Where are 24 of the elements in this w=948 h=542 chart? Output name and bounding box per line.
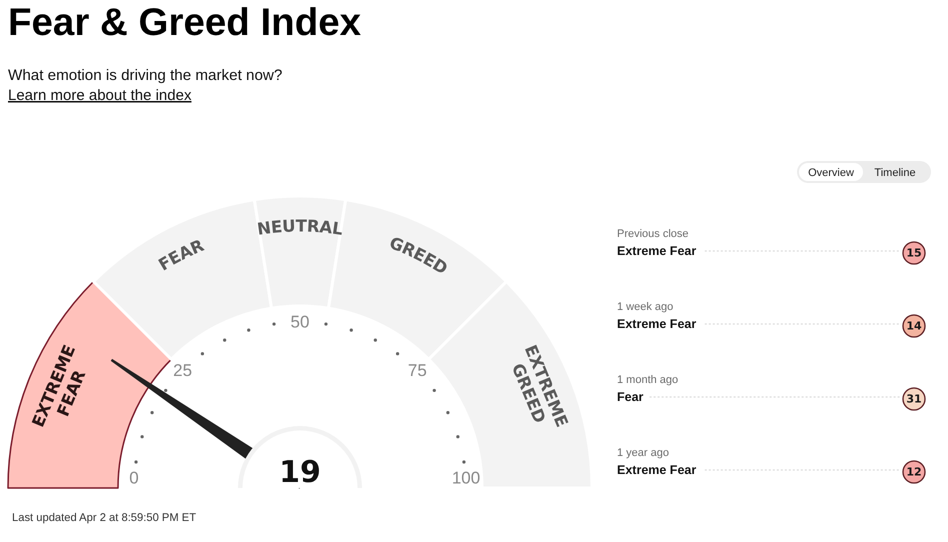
slice-label: NEUTRAL xyxy=(256,216,345,239)
text: 75 xyxy=(408,361,427,380)
text: Fear xyxy=(617,390,644,404)
text: 100 xyxy=(452,468,480,488)
chart-subtitle: What emotion is driving the market now? xyxy=(8,67,282,84)
data-label: 12 xyxy=(906,466,922,478)
text: Extreme Fear xyxy=(617,463,696,477)
text: Learn more about the index xyxy=(8,87,192,104)
category-label: 1 week ago xyxy=(617,301,674,313)
text: Last updated Apr 2 at 8:59:50 PM ET xyxy=(12,512,196,524)
view-toggle: Overview Timeline xyxy=(797,161,931,183)
data-label: 31 xyxy=(906,392,922,406)
category-label: 1 year ago xyxy=(617,447,669,459)
text: 0 xyxy=(129,468,139,488)
data-label: 15 xyxy=(906,246,922,260)
text: 19 xyxy=(279,455,321,490)
category-label: Previous close xyxy=(617,228,689,240)
text: 25 xyxy=(173,361,192,380)
data-label: 14 xyxy=(906,320,922,332)
category-label: 1 month ago xyxy=(617,374,678,386)
text: Extreme Fear xyxy=(617,244,696,258)
chart-title: Fear & Greed Index xyxy=(8,1,362,44)
text: 50 xyxy=(290,312,310,332)
text: Extreme Fear xyxy=(617,317,696,331)
